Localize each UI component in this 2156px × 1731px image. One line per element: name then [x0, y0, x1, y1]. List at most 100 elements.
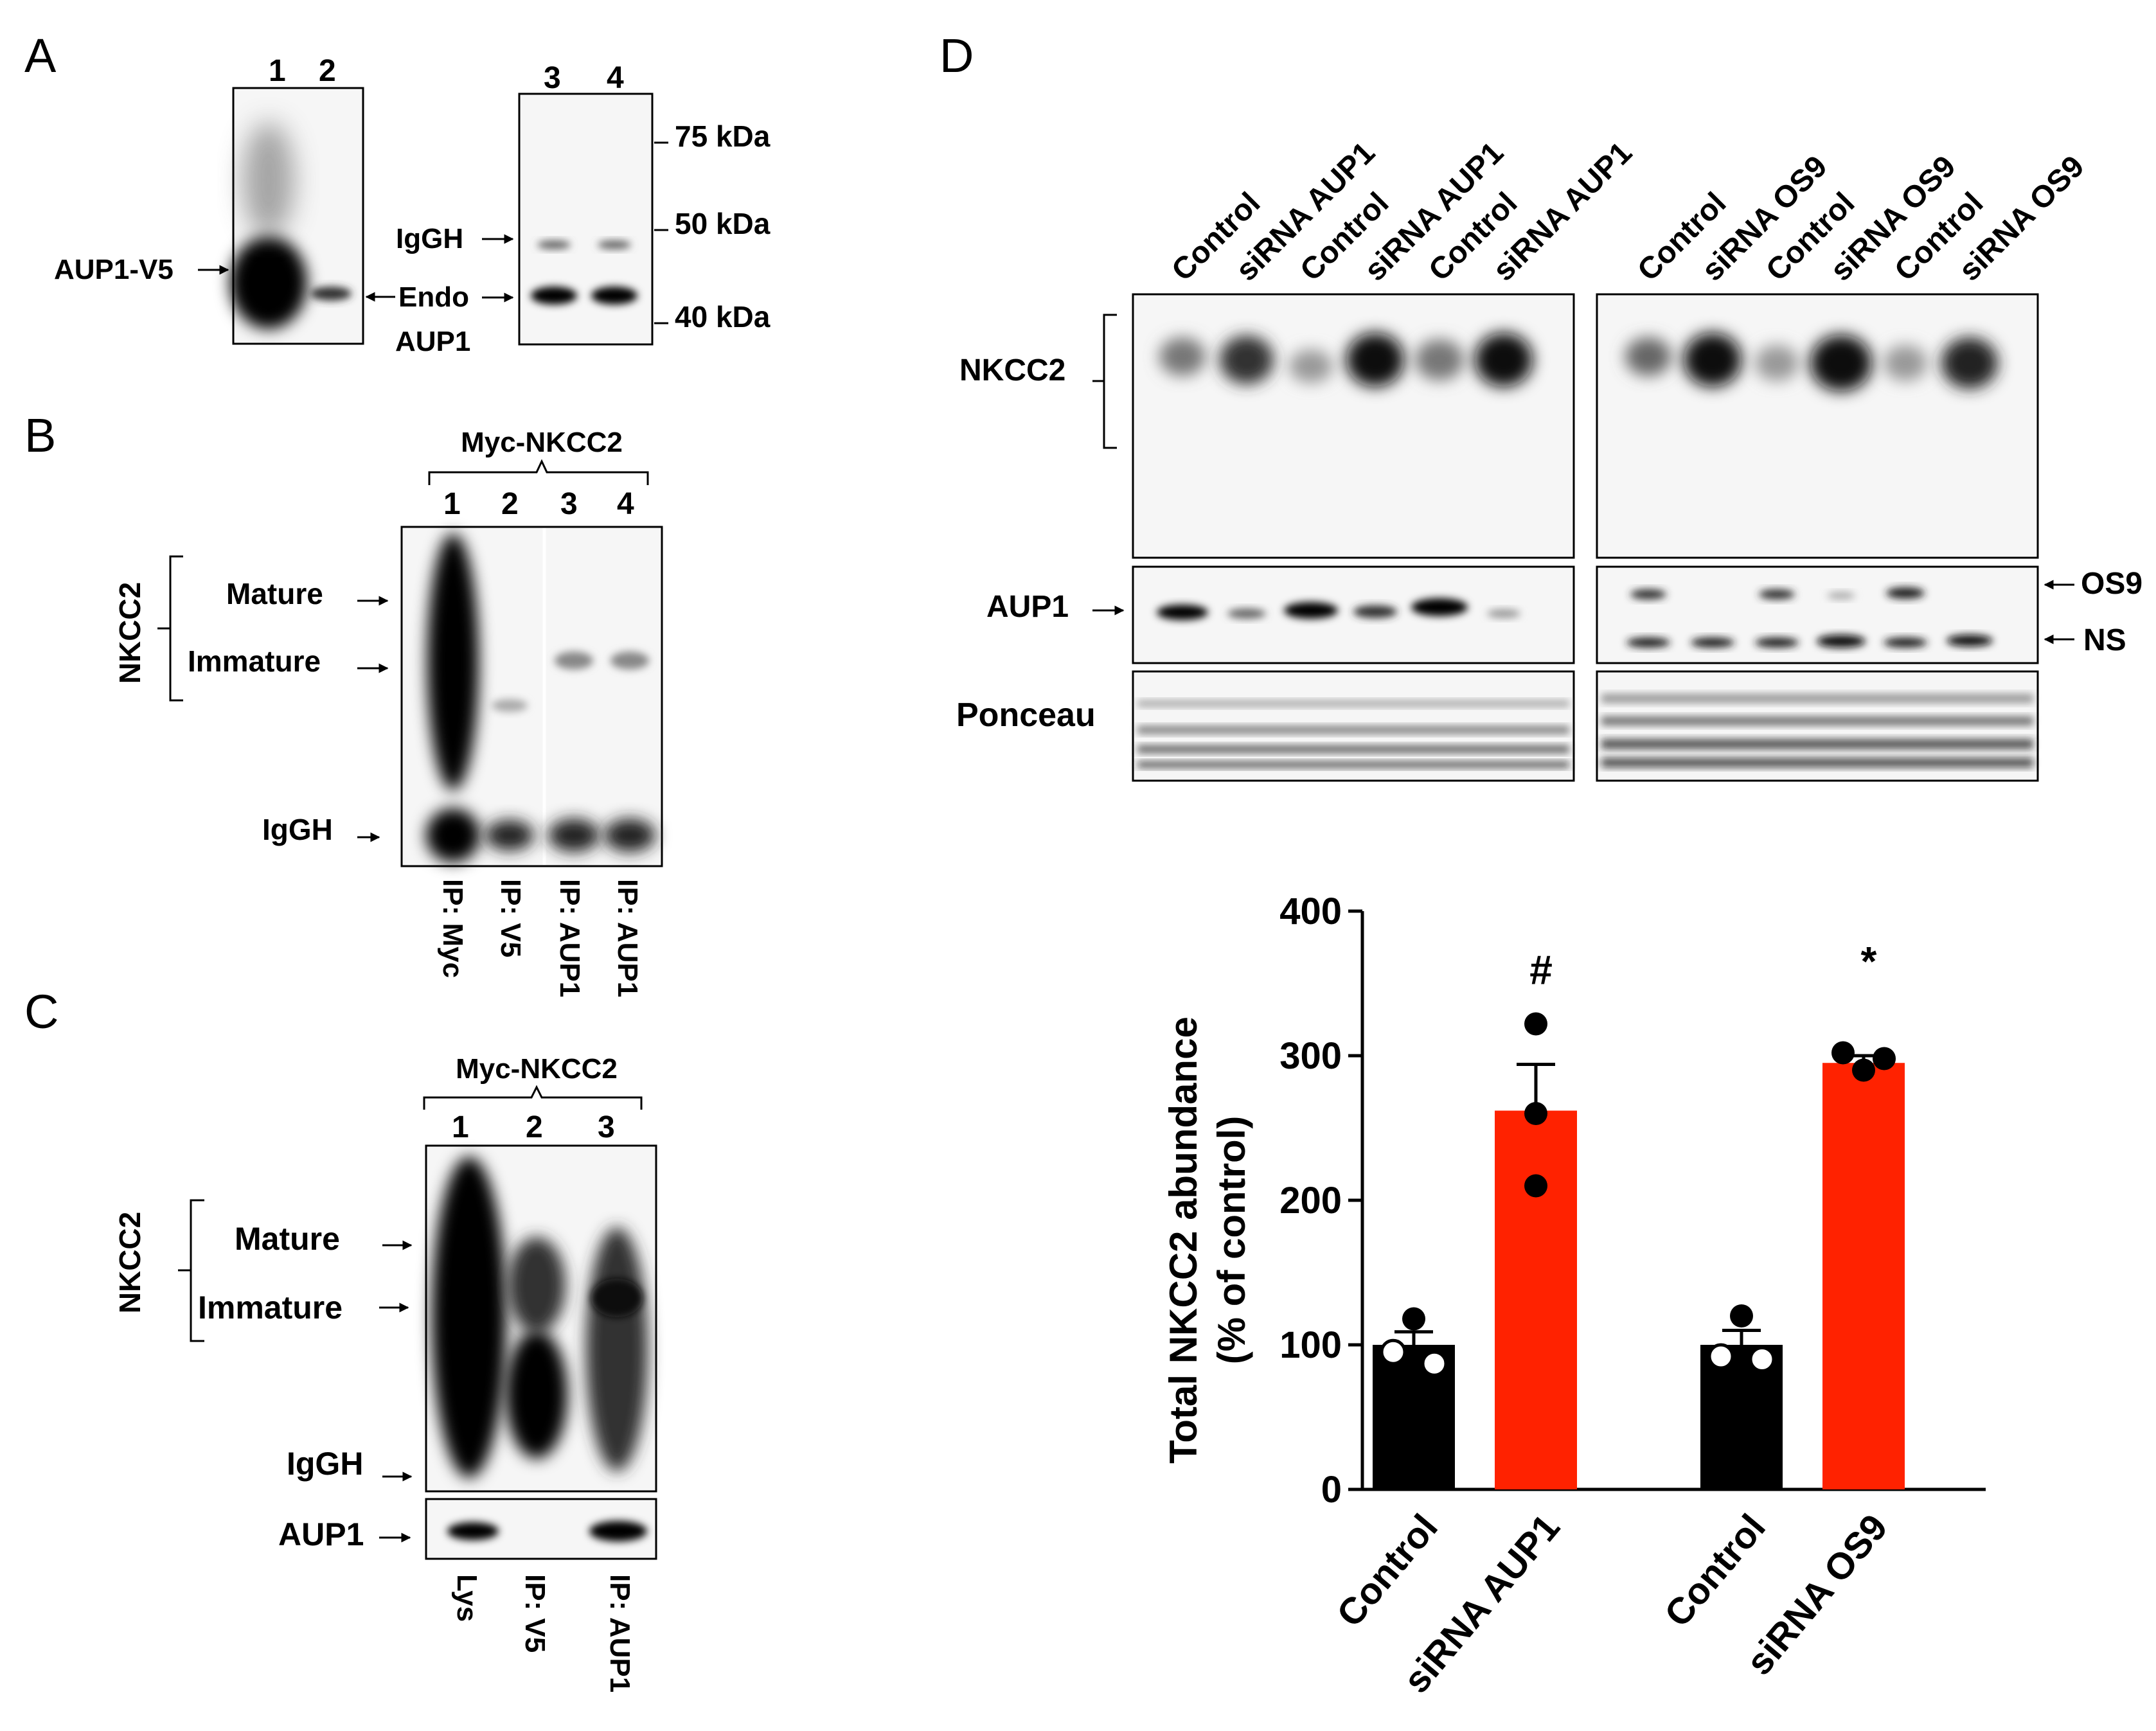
band-label-mature: Mature — [235, 1221, 340, 1257]
row-label-ponceau: Ponceau — [956, 697, 1096, 734]
band-v5-upper — [508, 1237, 566, 1333]
band-endo — [531, 287, 577, 305]
band-igGH — [598, 240, 631, 249]
band-label-igGH: IgGH — [262, 813, 333, 846]
label-igGH: IgGH — [396, 223, 463, 254]
lane-number: 2 — [526, 1110, 543, 1144]
data-point — [1524, 1102, 1547, 1125]
side-bracket — [178, 1199, 204, 1342]
category-label: Control — [1329, 1507, 1446, 1635]
lane-number: 2 — [501, 487, 519, 521]
band-aup1-ip — [586, 1227, 648, 1471]
panel-c-letter: C — [24, 985, 58, 1038]
category-label: Control — [1657, 1507, 1774, 1635]
lane-number: 1 — [452, 1110, 469, 1144]
lane-number: 1 — [443, 487, 461, 521]
band-lane1-igGH — [426, 808, 480, 862]
data-point — [1707, 1343, 1734, 1370]
y-axis-label-2: (% of control) — [1210, 1116, 1253, 1365]
lane-number: 3 — [560, 487, 578, 521]
label-aup1: AUP1 — [278, 1516, 364, 1552]
data-point — [1831, 1041, 1855, 1065]
side-label-nkcc2: NKCC2 — [113, 1212, 147, 1313]
ip-label: IP: Myc — [437, 879, 468, 978]
ip-label: IP: AUP1 — [604, 1574, 636, 1692]
data-point — [1730, 1304, 1753, 1327]
data-point — [1873, 1047, 1896, 1070]
data-point — [1380, 1338, 1407, 1365]
label-ns: NS — [2083, 623, 2126, 657]
group-label: Myc-NKCC2 — [461, 427, 623, 458]
lane-number: 3 — [544, 61, 561, 95]
y-axis-label: Total NKCC2 abundance — [1162, 1016, 1205, 1464]
band-lane3-immature — [555, 652, 593, 670]
ip-label: IP: AUP1 — [554, 879, 585, 997]
aup1-bands — [1157, 587, 1993, 648]
marker-75: 75 kDa — [675, 120, 771, 153]
bar-chart: Total NKCC2 abundance (% of control) 0 10… — [1162, 891, 1986, 1701]
side-label-nkcc2: NKCC2 — [113, 582, 147, 684]
label-endo: Endo — [398, 281, 469, 313]
group-label: Myc-NKCC2 — [456, 1053, 618, 1085]
band-lane3 — [548, 819, 600, 852]
lane-number: 4 — [607, 61, 624, 95]
band-label-immature: Immature — [198, 1290, 343, 1326]
label-aup1-v5: AUP1-V5 — [54, 254, 174, 285]
data-point — [1524, 1012, 1547, 1036]
y-tick-label: 300 — [1279, 1035, 1342, 1077]
lane-number: 4 — [617, 487, 634, 521]
ip-label: IP: V5 — [495, 879, 526, 957]
band-label-mature: Mature — [226, 577, 323, 610]
ip-label: IP: V5 — [519, 1574, 551, 1653]
y-tick-label: 400 — [1279, 891, 1342, 932]
y-tick-label: 0 — [1321, 1469, 1342, 1511]
nkcc2-bands — [1159, 333, 1998, 391]
significance-mark: # — [1529, 947, 1553, 993]
band-lane4-immature — [610, 652, 649, 670]
lane-number: 3 — [598, 1110, 615, 1144]
data-point — [1524, 1174, 1547, 1198]
panel-c: C Myc-NKCC2 1 2 3 NKCC2 Mature Immature … — [24, 985, 657, 1692]
band-aup1-ip-dark — [591, 1279, 643, 1317]
panel-a: A 1 2 AUP1-V5 Endo AUP1 3 4 IgGH 75 kDa … — [24, 29, 771, 357]
data-point — [1749, 1346, 1776, 1372]
blot-a-right — [518, 93, 654, 346]
ip-label: IP: AUP1 — [612, 879, 643, 997]
ponceau-bands — [1137, 694, 2033, 768]
panel-d-letter: D — [940, 29, 974, 82]
band-aup1-v5 — [230, 236, 307, 329]
band-lys — [432, 1157, 506, 1478]
y-tick-label: 100 — [1279, 1324, 1342, 1366]
data-point — [1421, 1350, 1448, 1377]
panel-b-letter: B — [24, 409, 56, 462]
side-bracket — [157, 555, 183, 702]
group-bracket — [423, 1085, 643, 1110]
band-lane4 — [604, 819, 655, 852]
band-label-immature: Immature — [188, 644, 321, 678]
data-point — [1852, 1058, 1875, 1082]
band-lane1 — [427, 533, 479, 790]
band-lane2-faint — [492, 699, 528, 712]
y-tick-label: 200 — [1279, 1180, 1342, 1221]
band-aup1-ip-aup1 — [589, 1521, 647, 1541]
band-endo-aup1 — [310, 287, 352, 301]
band-label-igGH: IgGH — [287, 1446, 363, 1482]
marker-40: 40 kDa — [675, 300, 771, 333]
lane-number: 2 — [319, 54, 336, 88]
band-lane2 — [485, 820, 534, 851]
row-label-aup1: AUP1 — [986, 590, 1069, 624]
label-aup1: AUP1 — [395, 326, 470, 357]
label-os9: OS9 — [2081, 567, 2143, 601]
band-v5-lower — [506, 1330, 567, 1459]
bar — [1495, 1110, 1577, 1489]
smear — [243, 122, 294, 238]
side-bracket — [1092, 314, 1117, 449]
panel-d: D Control siRNA AUP1 Control siRNA AUP1 … — [940, 29, 2143, 782]
bar — [1822, 1063, 1905, 1489]
significance-mark: * — [1861, 938, 1877, 984]
band-endo — [591, 287, 637, 305]
band-igGH — [537, 240, 571, 249]
blot-d-nkcc2-right — [1596, 293, 2039, 559]
panel-b: B Myc-NKCC2 1 2 3 4 NKCC2 Mature Immatur… — [24, 409, 663, 997]
